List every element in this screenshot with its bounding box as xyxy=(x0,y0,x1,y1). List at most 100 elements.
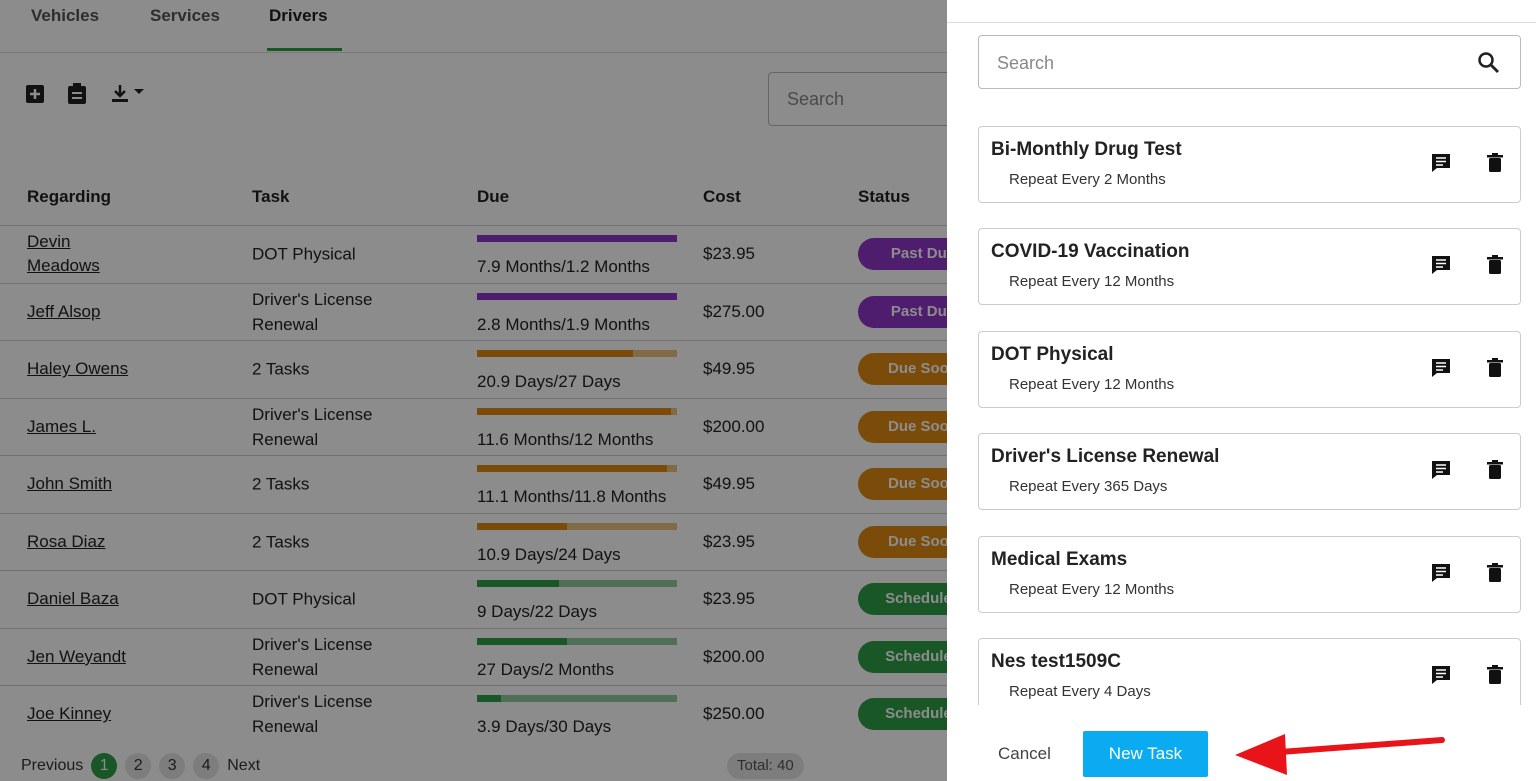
task-list: Bi-Monthly Drug Test Repeat Every 2 Month… xyxy=(978,126,1521,705)
search-icon[interactable] xyxy=(1477,51,1501,75)
task-card[interactable]: DOT Physical Repeat Every 12 Months xyxy=(978,330,1521,408)
delete-icon[interactable] xyxy=(1485,357,1505,380)
overlay[interactable] xyxy=(0,0,947,781)
progress-fill xyxy=(477,637,567,645)
delete-icon[interactable] xyxy=(1485,665,1505,687)
table-row: Jeff Alsop Driver's License Renewal 2.8 Mo… xyxy=(0,282,988,341)
progress-track xyxy=(477,637,677,645)
delete-icon[interactable] xyxy=(1485,460,1505,482)
pagination: Previous 1 2 3 4 Next xyxy=(21,753,260,779)
due: 11.1 Months/11.8 Months xyxy=(477,487,667,506)
due: 3.9 Days/30 Days xyxy=(477,717,612,736)
progress-track xyxy=(477,695,677,702)
task-title: COVID-19 Vaccination xyxy=(991,241,1190,263)
task-title: Driver's License Renewal xyxy=(991,446,1220,468)
page-link[interactable]: 4 xyxy=(193,753,220,779)
task-title: Nes test1509C xyxy=(991,651,1121,672)
regarding-link[interactable]: Joe Kinney xyxy=(27,704,112,724)
task-card[interactable]: Bi-Monthly Drug Test Repeat Every 2 Month… xyxy=(978,126,1521,203)
page-link[interactable]: 2 xyxy=(125,753,152,779)
previous-link[interactable]: Previous xyxy=(21,757,84,774)
add-icon[interactable] xyxy=(26,85,44,103)
column-header[interactable]: Due xyxy=(477,187,510,206)
regarding-link[interactable]: Jen Weyandt xyxy=(27,646,126,666)
due: 2.8 Months/1.9 Months xyxy=(477,314,650,334)
comment-icon[interactable] xyxy=(1431,460,1451,482)
task-card[interactable]: Driver's License Renewal Repeat Every 365… xyxy=(978,433,1521,511)
delete-icon[interactable] xyxy=(1485,153,1505,175)
column-header[interactable]: Cost xyxy=(703,187,741,206)
cost: $200.00 xyxy=(703,416,765,436)
task-title: Medical Exams xyxy=(991,548,1128,570)
due: 9 Days/22 Days xyxy=(477,602,597,621)
page-link[interactable]: 3 xyxy=(159,753,186,779)
task-repeat: Repeat Every 12 Months xyxy=(1009,273,1175,291)
side-panel: Search Bi-Monthly Drug Test Repeat Every … xyxy=(947,0,1536,781)
progress-fill xyxy=(477,695,501,702)
task-card[interactable]: Nes test1509C Repeat Every 4 Days xyxy=(978,638,1521,705)
task-title: DOT Physical xyxy=(991,343,1114,365)
regarding-link[interactable]: Haley Owens xyxy=(27,359,129,379)
comment-icon[interactable] xyxy=(1431,358,1451,380)
divider xyxy=(947,22,1536,23)
column-header[interactable]: Regarding xyxy=(27,187,112,206)
new-task-button[interactable]: New Task xyxy=(1083,731,1208,777)
progress-fill xyxy=(477,522,567,530)
progress-track xyxy=(477,522,677,530)
total-count: Total: 40 xyxy=(727,753,804,779)
page-link[interactable]: 1 xyxy=(91,753,118,779)
task: 2 Tasks xyxy=(252,359,310,379)
cost: $49.95 xyxy=(703,359,755,379)
progress-track xyxy=(477,407,677,415)
column-header[interactable]: Task xyxy=(252,187,290,206)
progress-track xyxy=(477,350,677,357)
progress-fill xyxy=(477,235,677,242)
comment-icon[interactable] xyxy=(1431,153,1451,175)
progress-track xyxy=(477,292,677,300)
regarding-link[interactable]: Daniel Baza xyxy=(27,589,119,609)
due: 7.9 Months/1.2 Months xyxy=(477,257,650,276)
column-header[interactable]: Status xyxy=(858,187,910,206)
task-card[interactable]: Medical Exams Repeat Every 12 Months xyxy=(978,535,1521,613)
regarding-link[interactable]: James L. xyxy=(27,416,96,436)
delete-icon[interactable] xyxy=(1485,255,1505,277)
task: 2 Tasks xyxy=(252,532,310,552)
download-icon[interactable] xyxy=(112,85,144,102)
next-link[interactable]: Next xyxy=(227,757,261,774)
tab[interactable]: Services xyxy=(150,6,220,25)
cancel-button[interactable]: Cancel xyxy=(998,744,1051,763)
divider xyxy=(0,52,947,53)
task: DOT Physical xyxy=(252,244,356,264)
cost: $275.00 xyxy=(703,301,765,321)
progress-track xyxy=(477,235,677,242)
regarding-link[interactable]: Devin Meadows xyxy=(27,232,100,276)
due: 20.9 Days/27 Days xyxy=(477,372,621,391)
delete-icon[interactable] xyxy=(1485,562,1505,585)
clipboard-icon[interactable] xyxy=(68,83,86,104)
progress-fill xyxy=(477,350,633,357)
task-card[interactable]: COVID-19 Vaccination Repeat Every 12 Mont… xyxy=(978,228,1521,306)
task: Driver's License Renewal xyxy=(252,289,373,334)
comment-icon[interactable] xyxy=(1431,563,1451,585)
tab[interactable]: Vehicles xyxy=(31,6,100,25)
regarding-link[interactable]: Jeff Alsop xyxy=(27,301,101,321)
due: 11.6 Months/12 Months xyxy=(477,429,654,449)
comment-icon[interactable] xyxy=(1431,665,1451,687)
table-row: Haley Owens 2 Tasks 20.9 Days/27 Days $49.9… xyxy=(0,340,988,398)
progress-fill xyxy=(477,580,559,587)
task-repeat: Repeat Every 12 Months xyxy=(1009,580,1175,598)
tab[interactable]: Drivers xyxy=(269,6,328,25)
table-row: Devin Meadows DOT Physical 7.9 Months/1.2 … xyxy=(0,225,988,283)
task-title: Bi-Monthly Drug Test xyxy=(991,139,1182,160)
task: Driver's License Renewal xyxy=(252,634,373,679)
search-input[interactable]: Search xyxy=(978,35,1521,89)
task: Driver's License Renewal xyxy=(252,692,373,737)
regarding-link[interactable]: John Smith xyxy=(27,474,113,494)
progress-fill xyxy=(477,465,667,472)
active-tab-indicator xyxy=(267,48,342,51)
annotation-arrow xyxy=(1235,734,1445,775)
cost: $23.95 xyxy=(703,589,755,609)
regarding-link[interactable]: Rosa Diaz xyxy=(27,531,106,551)
comment-icon[interactable] xyxy=(1431,255,1451,277)
